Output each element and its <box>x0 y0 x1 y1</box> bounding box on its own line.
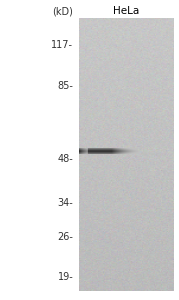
Text: 85-: 85- <box>57 81 73 91</box>
Text: 34-: 34- <box>58 198 73 208</box>
Text: HeLa: HeLa <box>113 7 139 16</box>
Text: 26-: 26- <box>57 232 73 242</box>
Text: 48-: 48- <box>58 154 73 164</box>
Text: 117-: 117- <box>51 40 73 50</box>
Text: 19-: 19- <box>58 272 73 282</box>
Text: (kD): (kD) <box>52 7 73 16</box>
